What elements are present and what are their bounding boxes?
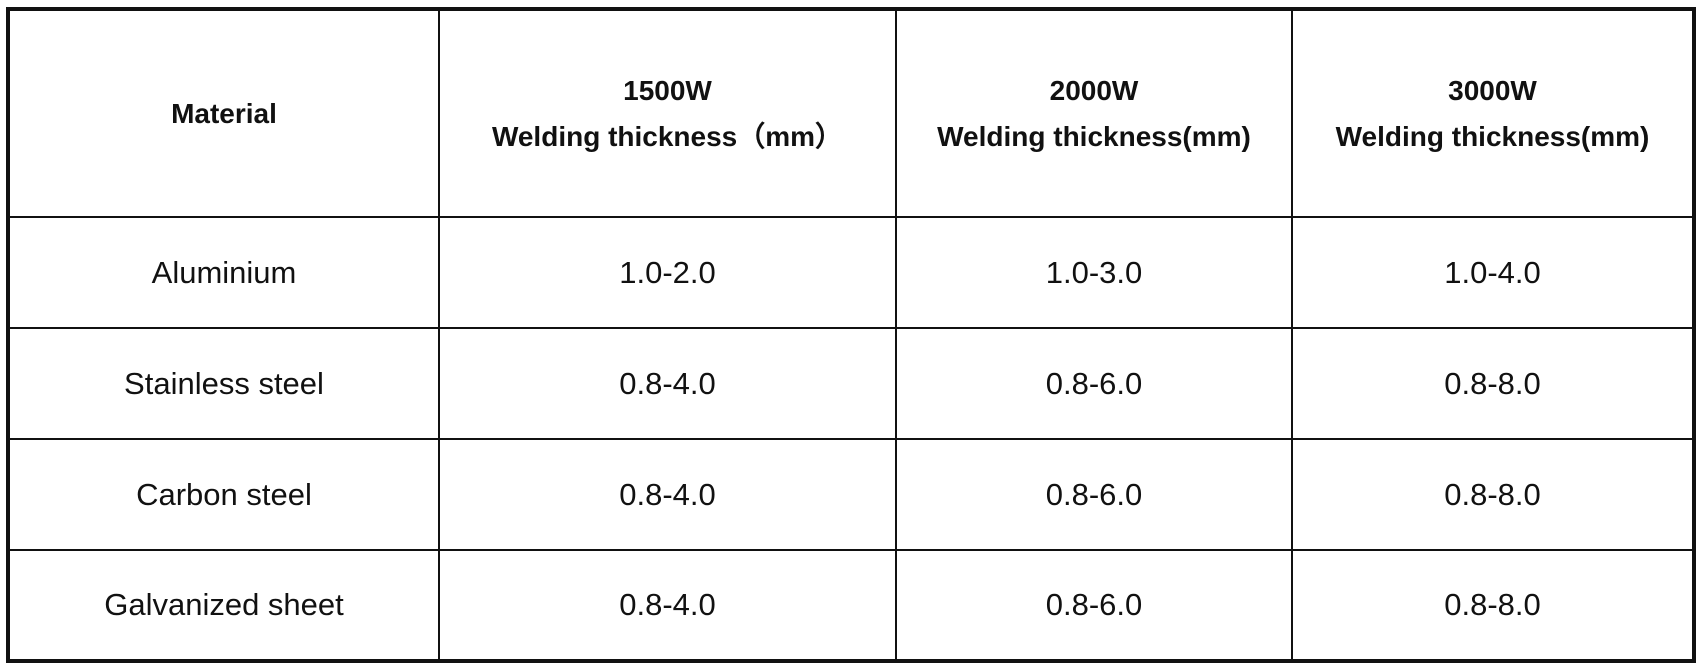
value-cell: 0.8-4.0 <box>438 438 897 551</box>
header-power-label: 1500W <box>623 74 712 106</box>
header-power-label: 3000W <box>1448 74 1537 106</box>
value-cell: 0.8-4.0 <box>438 327 897 440</box>
header-unit-label: Welding thickness(mm) <box>937 120 1251 152</box>
value-cell: 0.8-4.0 <box>438 549 897 662</box>
header-row: Material 1500W Welding thickness（mm） 200… <box>7 8 1695 218</box>
header-unit-label: Welding thickness（mm） <box>491 120 844 152</box>
material-cell: Carbon steel <box>7 438 440 551</box>
header-2000w: 2000W Welding thickness(mm) <box>895 8 1293 218</box>
header-1500w: 1500W Welding thickness（mm） <box>438 8 897 218</box>
header-material: Material <box>7 8 440 218</box>
header-unit-label: Welding thickness(mm) <box>1335 120 1650 152</box>
value-cell: 0.8-6.0 <box>895 327 1293 440</box>
table-row: Carbon steel 0.8-4.0 0.8-6.0 0.8-8.0 <box>7 438 1695 551</box>
material-cell: Stainless steel <box>7 327 440 440</box>
value-cell: 0.8-6.0 <box>895 549 1293 662</box>
welding-thickness-table-container: Material 1500W Welding thickness（mm） 200… <box>6 7 1696 663</box>
material-cell: Aluminium <box>7 216 440 329</box>
header-3000w: 3000W Welding thickness(mm) <box>1291 8 1695 218</box>
table-body: Aluminium 1.0-2.0 1.0-3.0 1.0-4.0 Stainl… <box>7 216 1695 662</box>
header-power-label: 2000W <box>1049 74 1139 106</box>
value-cell: 1.0-2.0 <box>438 216 897 329</box>
table-row: Galvanized sheet 0.8-4.0 0.8-6.0 0.8-8.0 <box>7 549 1695 662</box>
material-cell: Galvanized sheet <box>7 549 440 662</box>
table-row: Stainless steel 0.8-4.0 0.8-6.0 0.8-8.0 <box>7 327 1695 440</box>
value-cell: 1.0-4.0 <box>1291 216 1695 329</box>
value-cell: 0.8-8.0 <box>1291 549 1695 662</box>
table-row: Aluminium 1.0-2.0 1.0-3.0 1.0-4.0 <box>7 216 1695 329</box>
value-cell: 0.8-8.0 <box>1291 438 1695 551</box>
value-cell: 1.0-3.0 <box>895 216 1293 329</box>
value-cell: 0.8-6.0 <box>895 438 1293 551</box>
table-header: Material 1500W Welding thickness（mm） 200… <box>7 8 1695 218</box>
welding-thickness-table: Material 1500W Welding thickness（mm） 200… <box>6 7 1696 663</box>
value-cell: 0.8-8.0 <box>1291 327 1695 440</box>
